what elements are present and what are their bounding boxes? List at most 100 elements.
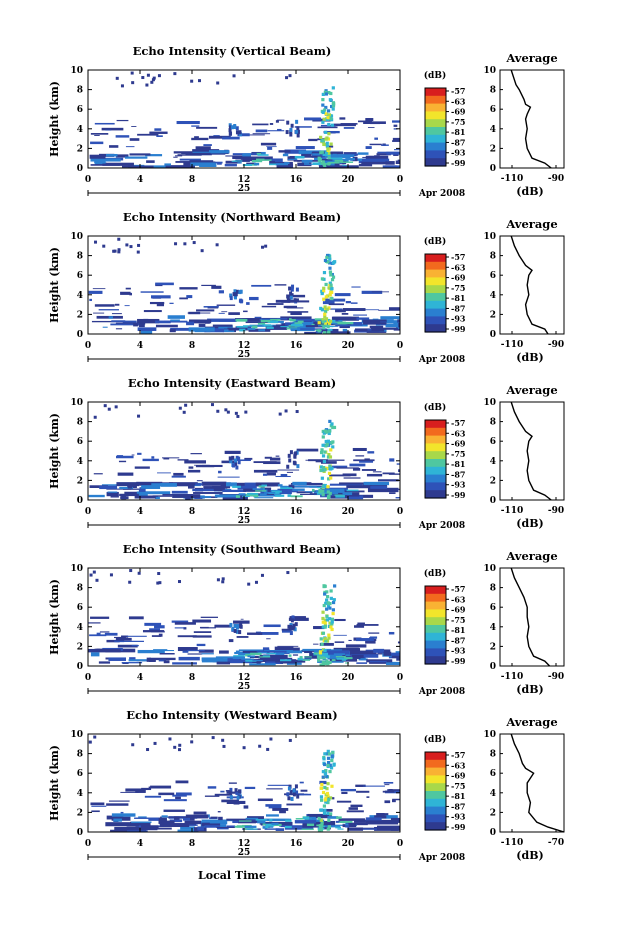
- avg-x-tick-label: -90: [548, 672, 564, 682]
- echo-cell: [216, 304, 236, 306]
- echo-cell: [325, 141, 329, 145]
- echo-cell: [286, 803, 303, 806]
- echo-cell: [320, 324, 329, 326]
- echo-cell: [322, 301, 335, 305]
- echo-cell: [319, 465, 324, 469]
- echo-cell: [173, 72, 177, 76]
- echo-cell: [222, 744, 226, 748]
- avg-y-tick-label: 6: [490, 769, 496, 779]
- echo-cell: [329, 483, 362, 486]
- echo-cell: [233, 289, 237, 294]
- avg-x-axis-label: (dB): [516, 683, 543, 696]
- y-tick-label: 2: [77, 808, 83, 818]
- echo-cell: [106, 639, 120, 643]
- echo-cell: [397, 319, 400, 323]
- echo-cell: [237, 460, 241, 465]
- echo-cell: [291, 625, 295, 630]
- echo-cell: [92, 288, 106, 290]
- echo-cell: [350, 302, 358, 304]
- echo-cell: [225, 160, 241, 164]
- colorbar-swatch: [425, 759, 446, 769]
- echo-cell: [208, 135, 231, 139]
- echo-cell: [398, 469, 400, 473]
- echo-cell: [184, 820, 202, 825]
- avg-y-tick-label: 10: [483, 730, 496, 740]
- echo-cell: [154, 625, 165, 629]
- colorbar-swatch: [425, 822, 446, 831]
- echo-cell: [321, 160, 325, 164]
- colorbar-tick-label: -63: [451, 428, 466, 438]
- echo-cell: [356, 790, 370, 793]
- echo-cell: [330, 620, 334, 624]
- echo-cell: [137, 571, 141, 575]
- echo-cell: [267, 784, 291, 786]
- avg-y-tick-label: 8: [490, 584, 496, 594]
- echo-cell: [327, 155, 351, 159]
- echo-cell: [185, 497, 191, 500]
- echo-cell: [142, 630, 165, 633]
- echo-cell: [203, 144, 212, 146]
- echo-cell: [296, 794, 300, 799]
- echo-cell: [243, 805, 249, 809]
- echo-cell: [399, 160, 400, 163]
- echo-cell: [356, 317, 370, 320]
- avg-y-tick-label: 2: [490, 310, 496, 320]
- y-tick-label: 8: [77, 584, 83, 594]
- echo-cell: [275, 120, 279, 123]
- avg-x-tick-label: -70: [548, 838, 564, 848]
- echo-cell: [327, 752, 331, 756]
- echo-cell: [244, 786, 256, 790]
- echo-cell: [321, 320, 325, 324]
- y-tick-label: 6: [77, 105, 83, 115]
- colorbar-swatch: [425, 656, 446, 665]
- echo-cell: [331, 465, 348, 469]
- echo-cell: [323, 785, 327, 790]
- echo-cell: [264, 659, 284, 664]
- x-tick-label: 4: [137, 175, 143, 185]
- colorbar-swatch: [425, 277, 446, 286]
- echo-cell: [259, 654, 288, 660]
- echo-cell: [116, 482, 140, 487]
- echo-cell: [263, 818, 289, 822]
- echo-cell: [335, 495, 345, 498]
- echo-cell: [129, 153, 151, 156]
- echo-cell: [325, 144, 330, 149]
- echo-cell: [326, 439, 330, 443]
- echo-cell: [295, 130, 299, 135]
- echo-cell: [228, 456, 232, 461]
- y-tick-label: 0: [77, 330, 83, 340]
- echo-cell: [237, 485, 257, 490]
- echo-cell: [362, 156, 379, 158]
- echo-cell: [276, 119, 285, 121]
- echo-cell: [382, 472, 395, 475]
- panel-title: Echo Intensity (Southward Beam): [123, 542, 341, 556]
- echo-cell: [115, 154, 129, 158]
- echo-cell: [389, 492, 396, 494]
- echo-cell: [377, 825, 400, 830]
- echo-cell: [226, 825, 235, 828]
- echo-cell: [326, 827, 330, 831]
- echo-cell: [192, 149, 220, 153]
- echo-cell: [327, 162, 331, 166]
- echo-cell: [196, 126, 218, 129]
- echo-cell: [247, 492, 259, 495]
- echo-cell: [257, 154, 269, 156]
- echo-cell: [324, 439, 328, 444]
- echo-cell: [94, 240, 98, 244]
- echo-cell: [355, 455, 365, 457]
- echo-cell: [296, 464, 300, 469]
- echo-cell: [325, 774, 329, 779]
- echo-cell: [287, 156, 297, 161]
- y-axis-label: Height (km): [48, 413, 61, 489]
- colorbar-swatch: [425, 451, 446, 460]
- echo-cell: [304, 656, 324, 659]
- y-tick-label: 8: [77, 750, 83, 760]
- echo-cell: [327, 122, 331, 127]
- avg-x-tick-label: -110: [501, 838, 524, 848]
- echo-cell: [211, 285, 222, 289]
- echo-cell: [304, 163, 316, 165]
- echo-cell: [325, 307, 329, 311]
- echo-cell: [320, 650, 350, 655]
- colorbar-tick-label: -75: [451, 117, 465, 127]
- y-tick-label: 10: [70, 564, 83, 574]
